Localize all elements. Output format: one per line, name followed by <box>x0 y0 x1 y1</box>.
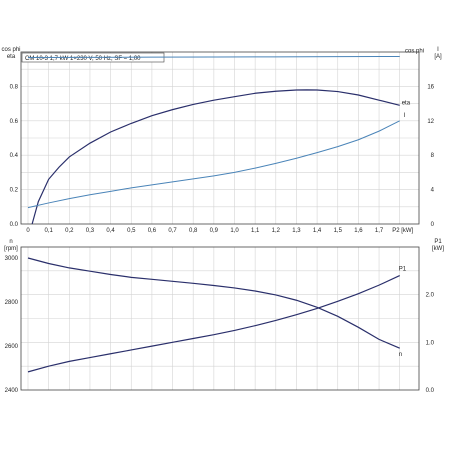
upper-right-tick-label: 4 <box>431 188 435 194</box>
x-tick-label: 1,3 <box>292 228 301 234</box>
lower-left-tick-label: 2800 <box>5 300 19 306</box>
lower-left-tick-label: 2600 <box>5 344 19 350</box>
series-eta-line <box>31 89 400 225</box>
x-tick-label: 0,3 <box>86 228 95 234</box>
series-n-line <box>27 257 400 349</box>
series-label-I: I <box>404 113 406 119</box>
lower-right-tick-label: 1.0 <box>426 340 435 346</box>
x-tick-label: 0,1 <box>44 228 53 234</box>
x-tick-label: 0,9 <box>210 228 219 234</box>
upper-right-axis-label: I <box>437 47 439 53</box>
lower-frame <box>20 246 420 391</box>
x-tick-label: 0 <box>26 228 30 234</box>
upper-left-tick-label: 0.4 <box>10 153 19 159</box>
lower-left-axis-label: [rpm] <box>4 246 18 252</box>
series-label-cos-phi: cos phi <box>405 48 424 54</box>
series-label-P1: P1 <box>399 267 407 273</box>
upper-right-tick-label: 16 <box>427 84 434 90</box>
upper-chart: 0.0 0.2 0.4 0.6 0.8 0 4 8 12 16 0 0,1 0,2 0,3 0,4 0,5 0,… <box>1 47 442 234</box>
x-tick-label: 1,1 <box>251 228 260 234</box>
lower-right-tick-label: 0.0 <box>426 388 435 394</box>
upper-left-axis-label: cos phi <box>1 47 20 53</box>
lower-left-tick-label: 2400 <box>5 388 19 394</box>
lower-left-axis-label: n <box>9 239 12 245</box>
series-label-eta: eta <box>402 100 411 106</box>
upper-right-tick-label: 0 <box>431 222 435 228</box>
upper-left-axis-label: eta <box>7 54 16 60</box>
series-I-line <box>27 120 400 209</box>
lower-right-axis-label: [kW] <box>432 246 444 252</box>
upper-right-tick-label: 8 <box>431 153 435 159</box>
x-tick-label: 1,0 <box>230 228 239 234</box>
chart-title: CM 10-3 1,7 kW 1×230 V, 50 Hz, SF = 1,00 <box>25 56 141 62</box>
upper-left-tick-label: 0.6 <box>10 119 19 125</box>
x-tick-label: 0,4 <box>106 228 115 234</box>
x-tick-label: 0,8 <box>189 228 198 234</box>
x-tick-label: 1,2 <box>272 228 281 234</box>
x-tick-label: 1,7 <box>375 228 384 234</box>
series-label-n: n <box>399 352 402 358</box>
upper-left-tick-label: 0.0 <box>10 222 19 228</box>
series-P1-line <box>27 275 400 373</box>
x-tick-label: 1,6 <box>354 228 363 234</box>
x-tick-label: 1,5 <box>334 228 343 234</box>
x-tick-label: 0,2 <box>65 228 74 234</box>
upper-left-tick-label: 0.2 <box>10 188 19 194</box>
x-tick-label: 0,6 <box>148 228 157 234</box>
lower-right-axis-label: P1 <box>434 239 442 245</box>
x-tick-label: 1,4 <box>313 228 322 234</box>
x-tick-label: 0,5 <box>127 228 136 234</box>
upper-frame <box>20 51 420 225</box>
x-axis-label: P2 [kW] <box>392 228 413 234</box>
lower-right-tick-label: 2.0 <box>426 293 435 299</box>
x-tick-label: 0,7 <box>168 228 177 234</box>
upper-right-tick-label: 12 <box>427 119 434 125</box>
upper-right-axis-label: [A] <box>434 54 442 60</box>
upper-left-tick-label: 0.8 <box>10 84 19 90</box>
lower-left-tick-label: 3000 <box>5 256 19 262</box>
series-cos-phi-line <box>27 55 400 58</box>
